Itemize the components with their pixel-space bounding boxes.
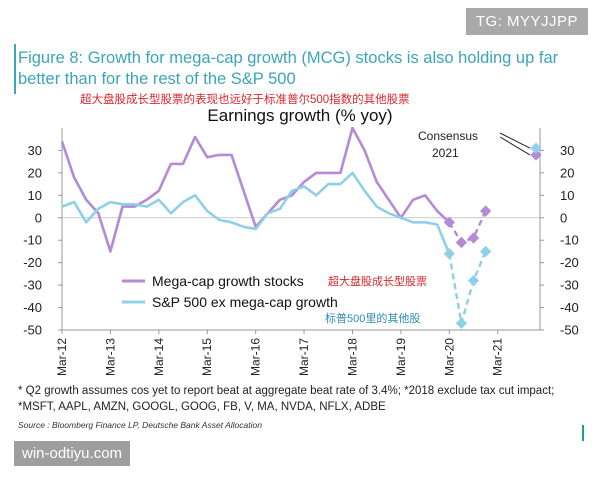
series-marker-1 <box>455 317 468 329</box>
series-marker-1 <box>479 245 492 258</box>
chart-title: Earnings growth (% yoy) <box>207 106 392 125</box>
chart-legend: Mega-cap growth stocks 超大盘股成长型股票 S&P 500 e… <box>122 273 427 325</box>
y-tick-label-left: 30 <box>28 143 42 158</box>
legend-label-0: Mega-cap growth stocks <box>152 273 304 289</box>
consensus-label-year: 2021 <box>432 146 459 160</box>
consensus-marker-mega <box>530 149 542 161</box>
x-tick-label: Mar-17 <box>297 338 311 376</box>
y-tick-label-right: 10 <box>560 188 574 203</box>
x-tick-label: Mar-13 <box>103 338 117 376</box>
footnote: * Q2 growth assumes cos yet to report be… <box>18 385 555 413</box>
legend-label-cn-0: 超大盘股成长型股票 <box>328 274 427 288</box>
x-tick-label: Mar-16 <box>249 338 263 376</box>
x-tick-label: Mar-18 <box>345 338 359 376</box>
series-marker-0 <box>479 205 492 217</box>
y-tick-label-right: 20 <box>560 165 574 180</box>
series-marker-0 <box>443 216 455 228</box>
y-tick-label-right: -10 <box>560 233 579 248</box>
source-note: Source : Bloomberg Finance LP, Deutsche … <box>18 420 262 430</box>
y-tick-label-right: -50 <box>560 323 579 338</box>
y-tick-label-left: -20 <box>23 255 42 270</box>
watermark-bottom: win-odtiyu.com <box>14 441 131 466</box>
series-marker-1 <box>443 248 455 260</box>
title-accent-bar <box>14 44 16 94</box>
chart-axes: 30 30 20 20 10 10 0 0 -10 -10 -20 -20 -30 -30 -40 -40 -5… <box>23 128 579 376</box>
x-tick-label: Mar-15 <box>200 338 214 376</box>
x-tick-label: Mar-21 <box>491 338 505 376</box>
x-tick-label: Mar-12 <box>55 338 69 376</box>
legend-label-cn-1: 标普500里的其他股 <box>325 311 420 325</box>
consensus-marker-sp <box>530 142 542 154</box>
y-tick-label-left: -10 <box>23 233 42 248</box>
legend-label-1: S&P 500 ex mega-cap growth <box>152 294 338 310</box>
y-tick-label-right: -30 <box>560 278 579 293</box>
x-tick-label: Mar-20 <box>442 338 456 376</box>
series-dashed-1 <box>448 250 487 324</box>
chinese-subtitle: 超大盘股成长型股票的表现也远好于标准普尔500指数的其他股票 <box>80 94 410 106</box>
consensus-arrow-mega <box>499 136 531 156</box>
y-tick-label-left: -40 <box>23 300 42 315</box>
series-layer: Consensus 2021 <box>60 126 542 329</box>
y-tick-label-right: -20 <box>560 255 579 270</box>
series-marker-0 <box>467 232 480 244</box>
x-tick-label: Mar-19 <box>394 338 408 376</box>
y-tick-label-right: -40 <box>560 300 579 315</box>
series-dashed-0 <box>448 210 487 244</box>
series-marker-1 <box>467 274 480 287</box>
consensus-label: Consensus <box>418 129 478 143</box>
y-tick-label-right: 0 <box>560 210 567 225</box>
y-tick-label-right: 30 <box>560 143 574 158</box>
corner-accent-bar <box>582 425 584 441</box>
y-tick-label-left: -50 <box>23 323 42 338</box>
figure-title: Figure 8: Growth for mega-cap growth (MC… <box>18 49 559 88</box>
y-tick-label-left: 0 <box>35 210 42 225</box>
series-marker-0 <box>455 236 468 249</box>
watermark-top: TG: MYYJJPP <box>465 8 588 35</box>
y-tick-label-left: -30 <box>23 278 42 293</box>
series-line-1 <box>61 171 451 255</box>
y-tick-label-left: 20 <box>28 165 42 180</box>
y-tick-label-left: 10 <box>28 188 42 203</box>
consensus-arrow-sp <box>499 132 531 149</box>
x-tick-label: Mar-14 <box>152 338 166 376</box>
series-line-0 <box>60 126 451 253</box>
